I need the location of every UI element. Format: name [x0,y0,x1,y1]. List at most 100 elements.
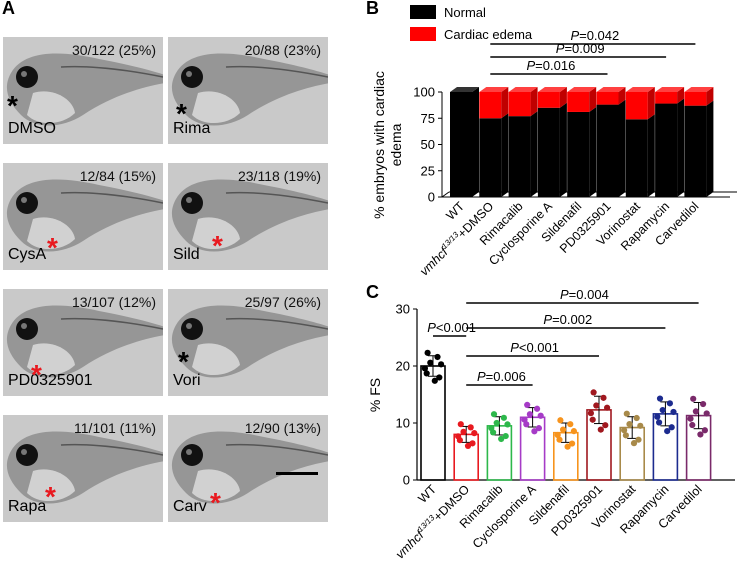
bar-c-4 [552,431,579,481]
data-point-c-0-0 [423,370,430,377]
data-point-c-6-4 [623,410,630,417]
bar-side-1-1 [501,87,509,119]
embryo-image-dmso: 30/122 (25%) DMSO * [3,37,163,144]
drug-label: DMSO [8,120,56,137]
bar-side-1-7 [677,87,685,104]
data-point-c-6-7 [621,427,628,434]
data-point-c-3-1 [534,405,541,412]
bar-0-3 [537,107,560,197]
scale-bar [276,472,318,475]
data-point-c-5-6 [604,404,611,411]
bar-1-7 [655,92,678,104]
bar-side-1-6 [647,87,655,120]
data-point-c-3-7 [521,416,528,423]
y-tick-label-b: 75 [421,111,435,126]
x-tick-label-b-5: PD0325901 [557,199,614,256]
embryo-image-rapa: 11/101 (11%) Rapa * [3,415,163,522]
x-tick-label-c-1: vmhcf13/13+DMSO [392,481,472,561]
y-tick-label-b: 0 [428,190,435,205]
drug-label: Vori [173,372,201,389]
edema-count-label: 25/97 (26%) [244,294,321,310]
data-point-c-0-6 [438,361,445,368]
data-point-c-0-7 [421,365,428,372]
embryo-image-rima: 20/88 (23%) Rima * [168,37,328,144]
x-tick-label-c-6: Vorinostat [589,482,639,532]
data-point-c-4-1 [567,421,574,428]
sig-label-c-4: P=0.006 [477,369,526,384]
edema-count-label: 12/90 (13%) [244,420,321,436]
data-point-c-3-6 [537,412,544,419]
edema-star-marker: * [47,232,58,263]
data-point-c-2-5 [498,435,505,443]
data-point-c-8-7 [687,415,694,422]
drug-label: PD0325901 [8,372,93,389]
edema-count-label: 12/84 (15%) [79,168,156,184]
data-point-c-1-0 [456,437,463,444]
bar-c-1 [453,433,480,481]
y-tick-label-c: 20 [396,359,410,374]
y-tick-label-b: 100 [413,85,435,100]
data-point-c-8-0 [689,421,696,429]
bar-c-7 [652,413,679,481]
data-point-c-4-4 [557,417,564,424]
sig-label-b-0: P=0.042 [570,28,619,43]
data-point-c-2-1 [500,414,507,421]
y-tick-label-c: 30 [396,302,410,317]
data-point-c-5-2 [593,402,600,409]
bar-0-6 [625,119,648,197]
sig-label-c-1: P=0.004 [560,287,609,302]
data-point-c-2-0 [490,429,497,436]
embryo-picture [171,431,328,504]
data-point-c-7-1 [666,400,674,407]
x-tick-label-b-7: Rapamycin [618,199,672,253]
data-point-c-2-2 [493,419,500,427]
y-tick-label-b: 25 [421,163,435,178]
data-point-c-1-3 [469,440,476,447]
data-point-c-3-5 [531,428,538,435]
drug-label: Carv [173,498,207,515]
sig-label-c-0: P<0.001 [427,320,476,335]
data-point-c-3-4 [524,401,531,408]
bar-top-1-3 [537,87,567,92]
data-point-c-7-3 [668,424,675,431]
bar-0-2 [508,116,531,197]
edema-star-marker: * [31,359,42,390]
x-tick-label-b-8: Carvedilol [652,199,701,248]
legend-swatch-0 [410,5,436,19]
data-point-c-1-7 [455,433,462,440]
x-tick-label-b-0: WT [443,199,467,223]
data-point-c-0-5 [431,377,438,384]
sig-label-c-3: P<0.001 [510,340,559,355]
embryo-picture [6,305,163,378]
bar-side-0-5 [618,99,626,197]
bar-c-3 [519,416,546,481]
data-point-c-4-2 [560,426,567,433]
data-point-c-6-0 [622,432,630,439]
bar-c-2 [486,425,513,481]
bar-side-1-8 [706,87,714,106]
edema-star-marker: * [178,346,189,377]
data-point-c-4-0 [556,436,563,443]
panel-b-letter: B [366,0,379,18]
data-point-c-2-7 [488,424,495,432]
sig-label-c-2: P=0.002 [543,312,592,327]
data-point-c-4-5 [564,443,571,450]
y-tick-label-b: 50 [421,137,435,152]
x-tick-label-c-2: Rimacalib [457,482,506,531]
edema-count-label: 13/107 (12%) [71,294,156,310]
drug-label: Rima [173,120,211,137]
data-point-c-5-7 [587,410,595,417]
data-point-c-0-2 [427,359,434,366]
bar-side-0-6 [647,114,655,197]
x-tick-label-b-1: vmhcf13/13+DMSO [416,198,496,278]
data-point-c-7-7 [654,413,661,420]
x-tick-label-b-6: Vorinostat [594,199,644,249]
edema-count-label: 30/122 (25%) [71,42,156,58]
data-point-c-2-6 [504,421,511,428]
edema-star-marker: * [210,487,221,518]
edema-star-marker: * [176,98,187,129]
embryo-image-sild: 23/118 (19%) Sild * [168,163,328,270]
bar-top-1-4 [567,87,597,92]
bar-0-7 [655,103,678,197]
embryo-picture [6,53,163,126]
